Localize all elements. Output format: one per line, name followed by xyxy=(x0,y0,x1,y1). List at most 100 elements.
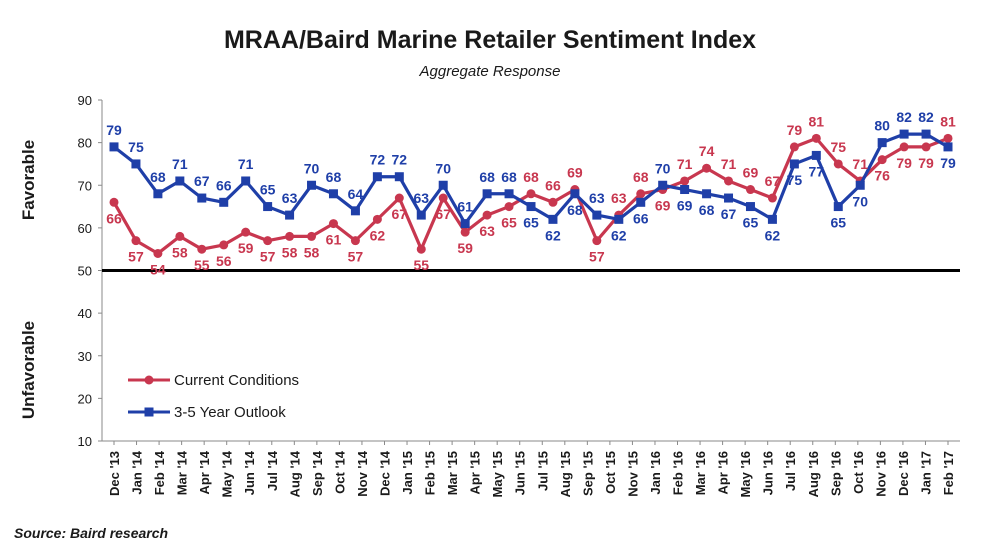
current-data-label: 79 xyxy=(787,122,803,138)
outlook-data-label: 65 xyxy=(830,215,846,231)
x-tick-label: Feb '14 xyxy=(152,450,167,495)
x-tick-label: Jul '15 xyxy=(535,451,550,491)
current-data-label: 56 xyxy=(216,253,232,269)
current-data-label: 57 xyxy=(348,249,364,265)
x-tick-label: Jan '16 xyxy=(648,451,663,495)
x-tick-label: Apr '14 xyxy=(197,450,212,494)
current-point xyxy=(241,227,251,237)
current-point xyxy=(943,133,953,143)
outlook-point xyxy=(789,159,799,169)
outlook-point xyxy=(285,210,295,220)
current-data-label: 79 xyxy=(918,155,934,171)
current-data-label: 69 xyxy=(655,198,671,214)
outlook-point xyxy=(943,142,953,152)
current-data-label: 66 xyxy=(545,177,561,193)
outlook-data-label: 72 xyxy=(392,152,408,168)
x-tick-label: Jul '16 xyxy=(783,451,798,491)
current-point xyxy=(767,193,777,203)
outlook-point xyxy=(263,202,273,212)
x-tick-label: Jul '14 xyxy=(265,450,280,491)
current-point xyxy=(702,163,712,173)
current-point xyxy=(219,240,229,250)
outlook-data-label: 64 xyxy=(348,186,364,202)
current-data-label: 58 xyxy=(304,244,320,260)
outlook-data-label: 71 xyxy=(172,156,188,172)
current-data-label: 57 xyxy=(589,249,605,265)
outlook-data-label: 63 xyxy=(589,190,605,206)
x-tick-label: Apr '16 xyxy=(716,451,731,495)
x-tick-label: Oct '15 xyxy=(603,451,618,494)
outlook-point xyxy=(175,176,185,186)
current-point xyxy=(526,189,536,199)
current-point xyxy=(197,244,207,254)
outlook-data-label: 66 xyxy=(633,210,649,226)
outlook-point xyxy=(811,150,821,160)
x-tick-label: Jan '14 xyxy=(130,450,145,494)
outlook-point xyxy=(416,210,426,220)
current-data-label: 54 xyxy=(150,261,166,277)
x-tick-label: Aug '15 xyxy=(558,451,573,497)
current-data-label: 59 xyxy=(238,240,254,256)
outlook-data-label: 62 xyxy=(611,227,627,243)
x-tick-label: Aug '14 xyxy=(287,450,302,497)
current-data-label: 58 xyxy=(172,244,188,260)
current-point xyxy=(285,231,295,241)
legend: Current Conditions 3-5 Year Outlook xyxy=(128,372,299,421)
legend-label: Current Conditions xyxy=(174,372,299,389)
x-tick-label: Sep '14 xyxy=(310,450,325,496)
outlook-point xyxy=(658,180,668,190)
unfavorable-label: Unfavorable xyxy=(19,321,38,419)
x-tick-label: Nov '16 xyxy=(873,451,888,497)
y-tick-label: 90 xyxy=(78,93,92,108)
outlook-data-label: 65 xyxy=(260,182,276,198)
outlook-data-label: 75 xyxy=(787,172,803,188)
outlook-point xyxy=(219,197,229,207)
x-axis: Dec '13 Jan '14 Feb '14 Mar '14 Apr '14 May '… xyxy=(102,440,960,497)
outlook-data-label: 65 xyxy=(523,215,539,231)
current-data-label: 63 xyxy=(611,190,627,206)
legend-marker xyxy=(144,407,154,417)
x-tick-label: May '15 xyxy=(490,451,505,497)
outlook-point xyxy=(482,189,492,199)
outlook-point xyxy=(460,219,470,229)
outlook-data-label: 75 xyxy=(128,139,144,155)
current-data-label: 67 xyxy=(392,206,408,222)
outlook-data-label: 68 xyxy=(567,202,583,218)
current-point xyxy=(724,176,734,186)
outlook-point xyxy=(372,172,382,182)
current-data-label: 81 xyxy=(940,113,956,129)
outlook-point xyxy=(614,214,624,224)
x-tick-label: Jun '16 xyxy=(761,451,776,495)
current-point xyxy=(460,227,470,237)
legend-outlook: 3-5 Year Outlook xyxy=(128,404,286,421)
current-point xyxy=(548,197,558,207)
current-data-label: 68 xyxy=(523,169,539,185)
current-point xyxy=(416,244,426,254)
current-data-label: 59 xyxy=(457,240,473,256)
outlook-point xyxy=(350,206,360,216)
outlook-point xyxy=(197,193,207,203)
outlook-data-label: 70 xyxy=(852,193,868,209)
outlook-point xyxy=(570,189,580,199)
outlook-data-label: 62 xyxy=(545,227,561,243)
series-layer: 66 79 57 75 54 68 58 71 55 67 56 66 59 71 57 65 58 63 58 70… xyxy=(106,109,956,277)
outlook-point xyxy=(745,202,755,212)
series-outlook xyxy=(109,129,953,229)
y-tick-label: 80 xyxy=(78,136,92,151)
outlook-point xyxy=(153,189,163,199)
current-data-label: 55 xyxy=(413,257,429,273)
chart-title: MRAA/Baird Marine Retailer Sentiment Ind… xyxy=(224,26,756,54)
x-tick-label: Oct '14 xyxy=(332,450,347,494)
y-axis: 10 20 30 40 50 60 70 80 90 xyxy=(78,93,103,449)
outlook-data-label: 70 xyxy=(655,160,671,176)
current-data-label: 66 xyxy=(106,210,122,226)
outlook-data-label: 67 xyxy=(721,206,737,222)
current-data-label: 71 xyxy=(852,156,868,172)
current-point xyxy=(504,202,514,212)
y-tick-label: 30 xyxy=(78,349,92,364)
current-point xyxy=(680,176,690,186)
outlook-data-label: 68 xyxy=(326,169,342,185)
y-tick-label: 40 xyxy=(78,306,92,321)
x-tick-label: Nov '15 xyxy=(625,451,640,497)
outlook-point xyxy=(131,159,141,169)
